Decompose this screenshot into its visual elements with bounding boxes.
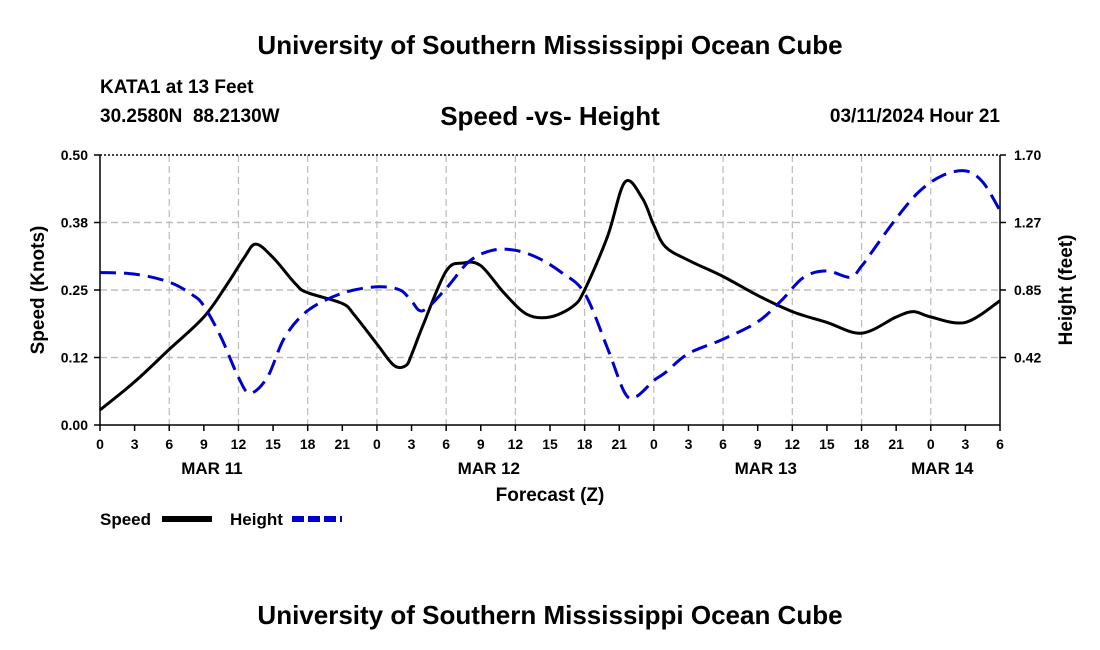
y2-tick-label: 1.27 — [1014, 215, 1041, 231]
x-tick-label: 9 — [200, 436, 208, 452]
x-axis-title: Forecast (Z) — [496, 485, 605, 506]
station-name: KATA1 at 13 Feet — [100, 77, 254, 98]
page-title-bottom: University of Southern Mississippi Ocean… — [257, 600, 843, 630]
x-tick-label: 9 — [477, 436, 485, 452]
page-title-top: University of Southern Mississippi Ocean… — [257, 30, 843, 60]
chart-title: Speed -vs- Height — [440, 101, 660, 131]
x-tick-label: 0 — [373, 436, 381, 452]
x-tick-label: 21 — [335, 436, 351, 452]
series-line-speed — [99, 179, 1001, 412]
x-tick-label: 21 — [611, 436, 627, 452]
x-tick-label: 6 — [719, 436, 727, 452]
x-tick-label: 15 — [265, 436, 281, 452]
x-tick-label: 21 — [888, 436, 904, 452]
x-tick-label: 18 — [854, 436, 870, 452]
x-tick-label: 6 — [442, 436, 450, 452]
y-tick-label: 0.50 — [61, 147, 88, 163]
x-tick-label: 15 — [819, 436, 835, 452]
legend-label-height: Height — [230, 510, 283, 529]
y2-axis-title: Height (feet) — [1056, 235, 1077, 346]
date-label: 03/11/2024 Hour 21 — [829, 106, 1000, 127]
x-tick-label: 15 — [542, 436, 558, 452]
station-coords: 30.2580N 88.2130W — [100, 106, 280, 127]
x-tick-label: 12 — [508, 436, 524, 452]
x-tick-label: 0 — [927, 436, 935, 452]
series-line-height — [99, 169, 1002, 401]
y2-tick-label: 0.85 — [1014, 282, 1041, 298]
x-tick-label: 6 — [165, 436, 173, 452]
y-axis-title: Speed (Knots) — [28, 226, 49, 355]
x-date-label: MAR 12 — [458, 459, 520, 478]
x-date-label: MAR 14 — [911, 459, 974, 478]
y-tick-label: 0.38 — [61, 215, 88, 231]
x-date-label: MAR 11 — [181, 459, 242, 478]
x-tick-label: 3 — [408, 436, 416, 452]
x-tick-label: 6 — [996, 436, 1004, 452]
y-tick-label: 0.12 — [61, 350, 88, 366]
y2-tick-label: 0.42 — [1014, 350, 1041, 366]
y-tick-label: 0.25 — [61, 282, 88, 298]
x-tick-label: 3 — [685, 436, 693, 452]
x-tick-label: 18 — [300, 436, 316, 452]
x-date-label: MAR 13 — [735, 459, 797, 478]
x-tick-label: 12 — [785, 436, 801, 452]
legend-label-speed: Speed — [100, 510, 151, 529]
y2-tick-label: 1.70 — [1014, 147, 1041, 163]
x-tick-label: 0 — [650, 436, 658, 452]
x-tick-label: 9 — [754, 436, 762, 452]
x-tick-label: 3 — [131, 436, 139, 452]
x-tick-label: 12 — [231, 436, 247, 452]
x-tick-label: 3 — [961, 436, 969, 452]
x-tick-label: 0 — [96, 436, 104, 452]
x-tick-label: 18 — [577, 436, 593, 452]
y-tick-label: 0.00 — [61, 417, 88, 433]
